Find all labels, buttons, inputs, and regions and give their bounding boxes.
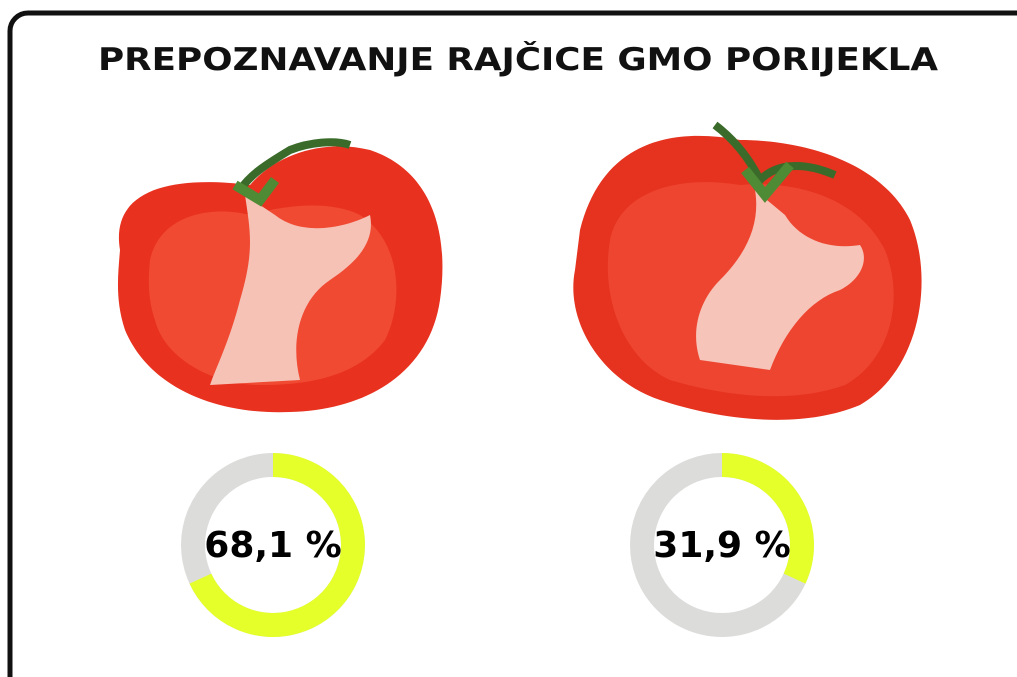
title: PREPOZNAVANJE RAJČICE GMO PORIJEKLA xyxy=(98,41,938,78)
value-label: 31,9 % xyxy=(653,525,790,566)
tomato-image xyxy=(573,121,922,420)
value-label: 68,1 % xyxy=(204,525,341,566)
donut-arc xyxy=(189,453,365,637)
tomato-image xyxy=(117,138,443,413)
donut-arc xyxy=(721,453,814,584)
